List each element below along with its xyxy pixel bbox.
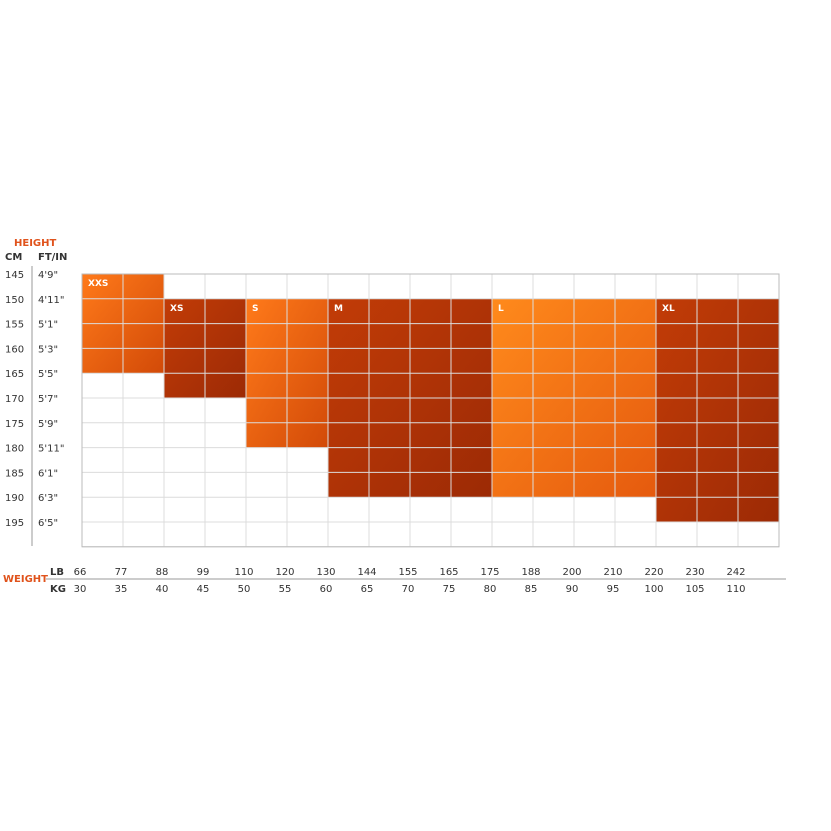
weight-lb-label: 130 [316, 567, 335, 578]
weight-kg-label: 70 [402, 584, 415, 595]
height-cm-label: 190 [5, 493, 24, 504]
size-label-xl: XL [662, 304, 675, 314]
weight-lb-label: 210 [603, 567, 622, 578]
weight-kg-label: 95 [607, 584, 620, 595]
weight-lb-label: 155 [398, 567, 417, 578]
height-ftin-label: 4'9" [38, 270, 58, 281]
weight-lb-label: 66 [74, 567, 87, 578]
weight-kg-label: 45 [197, 584, 210, 595]
weight-kg-label: 100 [644, 584, 663, 595]
height-cm-label: 175 [5, 419, 24, 430]
weight-lb-label: 165 [439, 567, 458, 578]
size-label-s: S [252, 304, 258, 314]
height-ftin-label: 5'7" [38, 394, 58, 405]
weight-lb-label: 230 [685, 567, 704, 578]
weight-lb-label: 144 [357, 567, 376, 578]
weight-kg-label: 50 [238, 584, 251, 595]
height-ftin-label: 5'9" [38, 419, 58, 430]
weight-lb-label: 77 [115, 567, 128, 578]
weight-kg-label: 60 [320, 584, 333, 595]
weight-kg-label: 65 [361, 584, 374, 595]
height-cm-label: 145 [5, 270, 24, 281]
height-cm-label: 180 [5, 444, 24, 455]
weight-lb-label: 120 [275, 567, 294, 578]
size-label-xxs: XXS [88, 279, 108, 289]
weight-lb-label: 88 [156, 567, 169, 578]
weight-lb-label: 188 [521, 567, 540, 578]
size-label-xs: XS [170, 304, 183, 314]
height-ftin-label: 6'1" [38, 468, 58, 479]
weight-kg-label: 30 [74, 584, 87, 595]
height-ftin-label: 5'5" [38, 369, 58, 380]
height-ftin-label: 5'11" [38, 444, 64, 455]
ftin-header: FT/IN [38, 252, 67, 263]
height-cm-label: 160 [5, 344, 24, 355]
weight-kg-label: 110 [726, 584, 745, 595]
weight-kg-label: 105 [685, 584, 704, 595]
weight-kg-label: 85 [525, 584, 538, 595]
size-label-l: L [498, 304, 504, 314]
height-ftin-label: 5'1" [38, 320, 58, 331]
weight-lb-label: 99 [197, 567, 210, 578]
height-cm-label: 150 [5, 295, 24, 306]
kg-header: KG [50, 584, 66, 595]
weight-kg-label: 35 [115, 584, 128, 595]
height-cm-label: 195 [5, 518, 24, 529]
weight-kg-label: 90 [566, 584, 579, 595]
weight-lb-label: 242 [726, 567, 745, 578]
height-ftin-label: 5'3" [38, 344, 58, 355]
height-ftin-label: 6'5" [38, 518, 58, 529]
cm-header: CM [5, 252, 22, 263]
weight-kg-label: 55 [279, 584, 292, 595]
weight-kg-label: 40 [156, 584, 169, 595]
grid-border [81, 273, 780, 548]
size-region-xl [656, 298, 779, 522]
height-axis-title: HEIGHT [14, 238, 56, 249]
weight-lb-label: 175 [480, 567, 499, 578]
height-cm-label: 185 [5, 468, 24, 479]
weight-lb-label: 220 [644, 567, 663, 578]
height-ftin-label: 6'3" [38, 493, 58, 504]
lb-header: LB [50, 567, 64, 578]
height-ftin-label: 4'11" [38, 295, 64, 306]
weight-lb-label: 200 [562, 567, 581, 578]
weight-lb-label: 110 [234, 567, 253, 578]
height-cm-label: 165 [5, 369, 24, 380]
size-label-m: M [334, 304, 343, 314]
weight-kg-label: 80 [484, 584, 497, 595]
weight-axis-title: WEIGHT [3, 574, 48, 585]
weight-kg-label: 75 [443, 584, 456, 595]
height-cm-label: 155 [5, 320, 24, 331]
height-cm-label: 170 [5, 394, 24, 405]
